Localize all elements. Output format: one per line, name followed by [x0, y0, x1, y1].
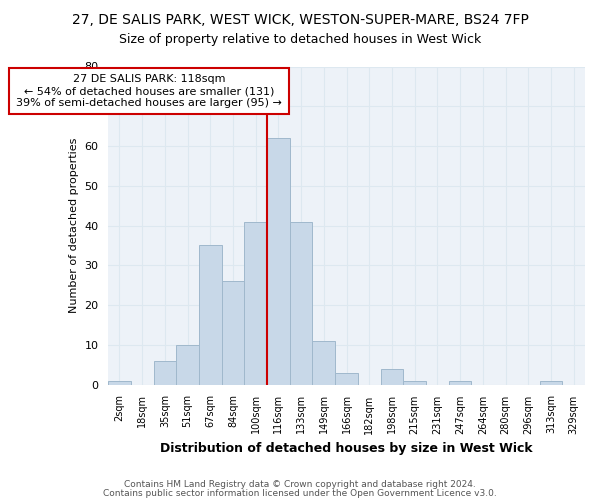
- Text: Contains HM Land Registry data © Crown copyright and database right 2024.: Contains HM Land Registry data © Crown c…: [124, 480, 476, 489]
- Bar: [267, 138, 290, 384]
- Bar: [154, 360, 176, 384]
- Bar: [449, 380, 472, 384]
- Bar: [290, 222, 313, 384]
- Bar: [244, 222, 267, 384]
- Bar: [403, 380, 426, 384]
- Bar: [221, 281, 244, 384]
- Text: Size of property relative to detached houses in West Wick: Size of property relative to detached ho…: [119, 32, 481, 46]
- Bar: [108, 380, 131, 384]
- Bar: [176, 345, 199, 385]
- Y-axis label: Number of detached properties: Number of detached properties: [68, 138, 79, 313]
- Text: Contains public sector information licensed under the Open Government Licence v3: Contains public sector information licen…: [103, 488, 497, 498]
- Bar: [380, 368, 403, 384]
- Bar: [313, 341, 335, 384]
- Bar: [199, 246, 221, 384]
- Bar: [539, 380, 562, 384]
- X-axis label: Distribution of detached houses by size in West Wick: Distribution of detached houses by size …: [160, 442, 533, 455]
- Bar: [335, 372, 358, 384]
- Text: 27, DE SALIS PARK, WEST WICK, WESTON-SUPER-MARE, BS24 7FP: 27, DE SALIS PARK, WEST WICK, WESTON-SUP…: [71, 12, 529, 26]
- Text: 27 DE SALIS PARK: 118sqm
← 54% of detached houses are smaller (131)
39% of semi-: 27 DE SALIS PARK: 118sqm ← 54% of detach…: [16, 74, 282, 108]
